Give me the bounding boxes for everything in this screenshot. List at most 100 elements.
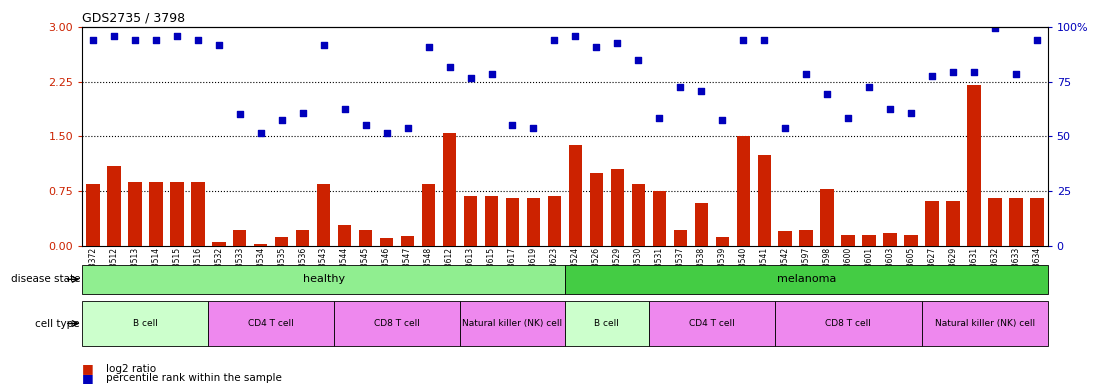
Point [692,88,710,94]
Bar [632,184,645,246]
Bar [149,182,162,246]
Bar [841,235,855,246]
Point [839,115,857,121]
Point [588,44,606,50]
Bar [653,191,666,246]
Bar [947,200,960,246]
Point [336,106,353,112]
Text: Natural killer (NK) cell: Natural killer (NK) cell [463,319,563,328]
Bar [968,85,981,246]
Point [798,71,815,78]
Point [126,37,144,43]
Text: GDS2735 / 3798: GDS2735 / 3798 [82,12,185,25]
Bar [296,230,309,246]
Point [882,106,900,112]
Point [903,110,920,116]
Point [986,25,1004,31]
Point [924,73,941,79]
Bar [380,238,394,246]
Bar [335,301,460,346]
Point [1007,71,1025,78]
Point [420,44,438,50]
Bar [464,196,477,246]
Point [860,84,878,90]
Bar [212,242,226,246]
Bar [715,237,730,246]
Bar [506,198,519,246]
Bar [736,136,750,246]
Point [168,33,185,39]
Point [630,56,647,63]
Bar [170,182,183,246]
Point [965,69,983,75]
Point [441,64,459,70]
Point [294,110,312,116]
Text: B cell: B cell [595,319,620,328]
Bar [421,184,436,246]
Text: ■: ■ [82,362,94,375]
Bar [694,204,709,246]
Point [567,33,585,39]
Bar [443,133,456,246]
Bar [779,231,792,246]
Bar [1009,198,1024,246]
Bar [821,189,834,246]
Text: healthy: healthy [303,274,344,285]
Point [189,37,206,43]
Point [609,40,626,46]
Bar [82,265,565,294]
Bar [926,200,939,246]
Text: CD8 T cell: CD8 T cell [374,319,420,328]
Text: log2 ratio: log2 ratio [106,364,157,374]
Bar [233,230,247,246]
Point [756,37,773,43]
Point [713,117,731,123]
Point [483,71,500,78]
Text: CD4 T cell: CD4 T cell [248,319,294,328]
Bar [106,166,121,246]
Bar [649,301,774,346]
Point [315,42,332,48]
Bar [485,196,498,246]
Point [545,37,563,43]
Bar [400,235,415,246]
Text: percentile rank within the sample: percentile rank within the sample [106,373,282,383]
Bar [862,235,877,246]
Bar [191,182,204,246]
Bar [338,225,351,246]
Bar [674,230,687,246]
Bar [611,169,624,246]
Bar [460,301,565,346]
Bar [565,265,1048,294]
Point [147,37,165,43]
Bar [253,244,268,246]
Point [105,33,123,39]
Text: CD8 T cell: CD8 T cell [825,319,871,328]
Bar [86,184,100,246]
Bar [359,230,372,246]
Bar [568,145,583,246]
Text: Natural killer (NK) cell: Natural killer (NK) cell [935,319,1034,328]
Bar [800,230,813,246]
Text: B cell: B cell [133,319,158,328]
Point [651,115,668,121]
Point [524,124,542,131]
Bar [589,173,603,246]
Text: CD4 T cell: CD4 T cell [689,319,735,328]
Bar [988,198,1002,246]
Point [671,84,689,90]
Bar [82,301,208,346]
Text: disease state: disease state [11,274,80,285]
Bar [758,155,771,246]
Point [399,124,417,131]
Bar [774,301,921,346]
Bar [1030,198,1044,246]
Text: ■: ■ [82,372,94,384]
Point [84,37,102,43]
Bar [527,198,541,246]
Point [210,42,227,48]
Point [273,117,291,123]
Bar [547,196,562,246]
Bar [317,184,330,246]
Point [504,122,521,128]
